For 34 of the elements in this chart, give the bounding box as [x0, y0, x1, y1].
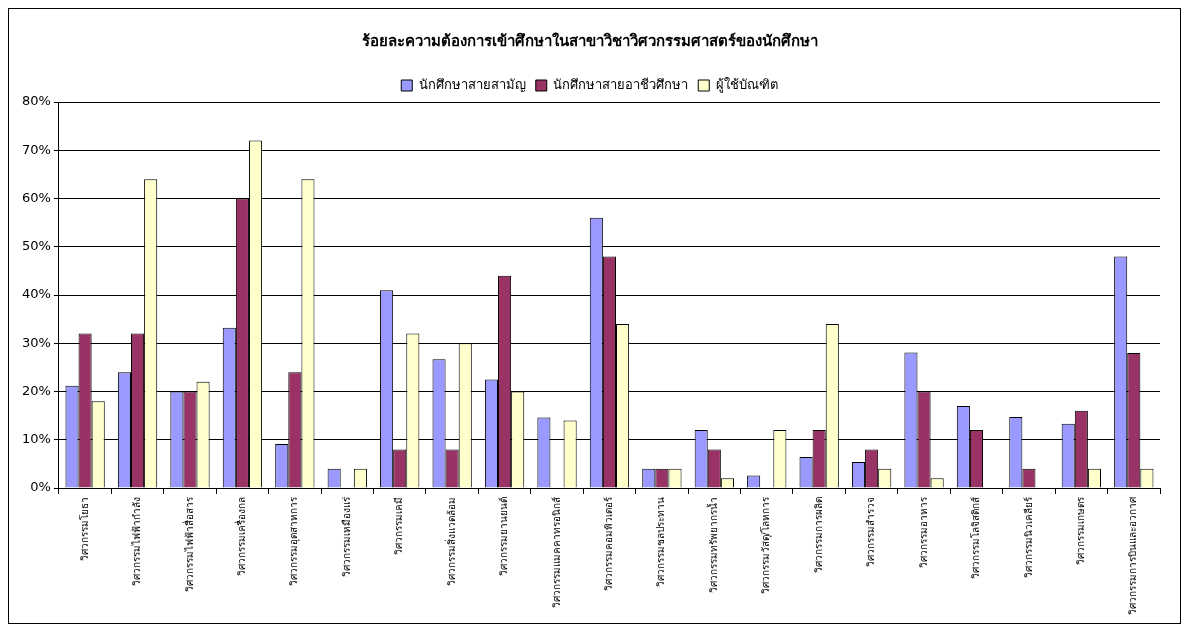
- x-tick-label: วิศวกรรมเกษตร: [1074, 496, 1086, 565]
- x-tick-label: วิศวกรรมอาหาร: [917, 496, 929, 568]
- y-tick-label: 20%: [21, 382, 51, 398]
- y-tick-label: 10%: [21, 431, 51, 447]
- x-tick-label: วิศวกรรมนิวเคลียร์: [1022, 496, 1034, 578]
- y-tick-label: 40%: [21, 286, 51, 302]
- x-tick-label: วิศวกรรมโลจิสติกส์: [969, 497, 982, 579]
- y-tick-label: 80%: [21, 93, 51, 109]
- y-tick-label: 30%: [21, 334, 51, 350]
- legend-label: นักศึกษาสายสามัญ: [418, 76, 526, 92]
- x-tick-label: วิศวกรรมสำรวจ: [865, 497, 877, 567]
- x-tick-label: วิศวกรรมวัสดุ/โลหการ: [759, 496, 773, 595]
- x-tick-label: วิศวกรรมชลประทาน: [655, 497, 667, 587]
- y-tick-label: 60%: [21, 189, 51, 205]
- x-tick-label: วิศวกรรมไฟฟ้าสื่อสาร: [181, 496, 195, 592]
- x-tick-label: วิศวกรรมสิ่งแวดล้อม: [443, 497, 457, 586]
- x-tick-label: วิศวกรรมแมคคาทรอนิกส์: [550, 497, 562, 608]
- x-tick-label: วิศวกรรมอุตสาหการ: [288, 496, 301, 586]
- y-tick-label: 50%: [21, 238, 51, 254]
- x-tick-label: วิศวกรรมไฟฟ้ากำลัง: [131, 497, 143, 586]
- x-tick-label: วิศวกรรมโยธา: [77, 497, 90, 561]
- y-tick-label: 70%: [21, 141, 51, 157]
- x-tick-label: วิศวกรรมการผลิต: [812, 497, 824, 573]
- x-tick-label: วิศวกรรมเครื่องกล: [234, 497, 248, 576]
- x-tick-label: วิศวกรรมเหมืองแร่: [340, 496, 352, 577]
- x-tick-label: วิศวกรรมทรัพยากรน้ำ: [705, 497, 719, 593]
- x-tick-label: วิศวกรรมคอมพิวเตอร์: [603, 496, 615, 591]
- x-tick-label: วิศวกรรมเคมี: [393, 497, 405, 555]
- x-tick-label: วิศวกรรมการบินและอวกาศ: [1127, 496, 1139, 615]
- y-tick-label: 0%: [30, 479, 51, 495]
- legend-label: นักศึกษาสายอาชีวศึกษา: [553, 76, 689, 92]
- chart-title: ร้อยละความต้องการเข้าศึกษาในสาขาวิชาวิศวกรรมศาสตร์ของนักศึกษา: [361, 31, 818, 50]
- legend-label: ผู้ใช้บัณฑิต: [715, 76, 778, 93]
- x-tick-label: วิศวกรรมยานยนต์: [498, 497, 510, 576]
